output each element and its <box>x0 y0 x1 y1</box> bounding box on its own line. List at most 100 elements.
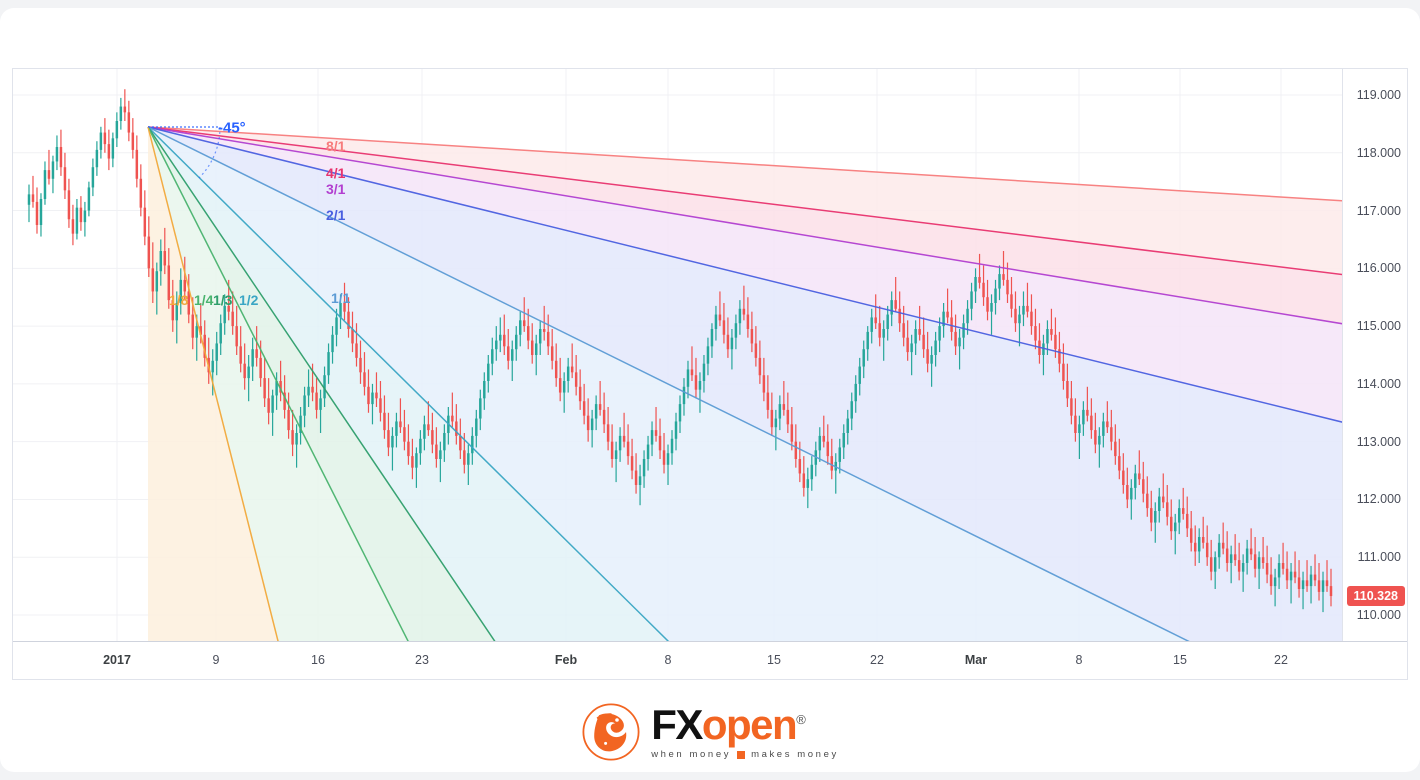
candle-body <box>634 470 638 485</box>
candle-body <box>247 366 250 379</box>
tagline-left: when money <box>651 749 732 760</box>
candle-body <box>347 311 350 329</box>
candle-body <box>882 329 885 338</box>
candle-body <box>614 450 618 459</box>
candle-body <box>199 326 202 335</box>
candle-body <box>507 346 510 361</box>
candle-body <box>878 323 881 338</box>
gann-ray-2-1[interactable] <box>147 126 1342 471</box>
candle-body <box>798 459 802 474</box>
price-tick-label: 112.000 <box>1356 492 1401 507</box>
candle-body <box>842 433 845 448</box>
candle-body <box>930 355 933 364</box>
candle-body <box>1305 580 1309 587</box>
gann-fan-rays <box>147 126 1342 641</box>
candle-body <box>1174 522 1177 532</box>
gann-fan-wedge <box>148 127 1342 641</box>
candle-body <box>395 421 398 436</box>
gann-ray-3-1[interactable] <box>147 126 1342 357</box>
candle-body <box>215 343 218 361</box>
candle-body <box>279 381 282 393</box>
candle-body <box>291 430 294 445</box>
time-tick-label: 9 <box>212 653 220 667</box>
time-tick-label: 22 <box>870 653 884 667</box>
candle-body <box>75 207 79 234</box>
candle-body <box>1253 554 1257 569</box>
candle-body <box>1078 424 1081 433</box>
candle-body <box>1197 537 1201 552</box>
candle-body <box>1329 586 1333 597</box>
candle-body <box>894 300 897 309</box>
candle-body <box>646 444 650 459</box>
current-price-badge[interactable]: 110.328 <box>1346 586 1405 607</box>
gann-ray-4-1[interactable] <box>147 126 1342 299</box>
gann-ray-8-1[interactable] <box>147 126 1342 213</box>
candle-body <box>1026 305 1029 312</box>
candle-body <box>970 291 973 309</box>
candle-body <box>994 288 997 303</box>
candle-body <box>638 476 642 485</box>
candle-body <box>1122 470 1125 485</box>
gann-ray-1-8[interactable] <box>147 126 329 641</box>
candle-body <box>523 320 526 327</box>
time-tick-label: 22 <box>1274 653 1288 667</box>
candle-body <box>774 418 778 428</box>
candle-body <box>558 378 562 393</box>
candle-body <box>1030 311 1033 327</box>
price-tick-label: 115.000 <box>1356 319 1401 334</box>
candle-body <box>231 311 234 327</box>
candle-body <box>503 334 506 347</box>
plot-area[interactable]: 8/1 4/1 3/1 2/1 1/1 1/2 1/3 1/4 1/8 -45° <box>13 69 1342 641</box>
candle-body <box>838 447 841 462</box>
fan-label-8-1: 8/1 <box>326 138 346 154</box>
time-tick-label: 15 <box>1173 653 1187 667</box>
angle-label: -45° <box>218 119 246 137</box>
candle-body <box>690 369 694 376</box>
price-chart[interactable]: 8/1 4/1 3/1 2/1 1/1 1/2 1/3 1/4 1/8 -45° 119.000 1… <box>12 68 1408 680</box>
candle-body <box>451 415 454 422</box>
candle-body <box>698 381 702 390</box>
candle-body <box>471 435 474 454</box>
candle-body <box>1325 580 1329 587</box>
candle-body <box>766 392 770 410</box>
candle-body <box>730 337 734 350</box>
candle-body <box>726 334 730 350</box>
candle-body <box>542 329 546 332</box>
candle-body <box>155 271 159 292</box>
candle-body <box>1110 427 1113 442</box>
candle-body <box>151 268 155 292</box>
candle-body <box>31 194 35 202</box>
candle-body <box>574 372 578 387</box>
candle-body <box>1050 329 1053 335</box>
candle-body <box>387 430 390 448</box>
candle-body <box>39 199 43 225</box>
candle-body <box>299 415 302 433</box>
tagline-separator-icon <box>737 750 746 759</box>
candle-body <box>782 404 786 410</box>
gann-ray-1-3[interactable] <box>147 126 630 641</box>
candle-body <box>1002 274 1005 280</box>
time-axis[interactable]: 2017 9 16 23 Feb 8 15 22 Mar 8 15 22 <box>13 641 1407 679</box>
time-tick-label: 2017 <box>103 653 131 667</box>
fan-label-4-1: 4/1 <box>326 165 346 181</box>
candle-body <box>1058 349 1061 364</box>
candle-body <box>171 300 175 321</box>
candle-body <box>511 349 514 361</box>
price-tick-label: 113.000 <box>1356 434 1401 449</box>
candle-body <box>63 167 67 191</box>
candle-body <box>858 366 861 384</box>
angle-guide <box>148 126 221 179</box>
price-axis[interactable]: 119.000 118.000 117.000 116.000 115.000 114.0… <box>1342 69 1407 641</box>
angle-arc <box>198 126 221 179</box>
candle-body <box>1010 294 1013 309</box>
gann-ray-1-4[interactable] <box>147 126 509 641</box>
candle-body <box>1142 479 1145 494</box>
candle-body <box>139 178 143 208</box>
candle-body <box>35 201 39 225</box>
candle-body <box>463 450 466 465</box>
candle-body <box>590 418 594 431</box>
candle-body <box>950 317 953 332</box>
gann-ray-1-1[interactable] <box>147 126 1342 641</box>
candle-body <box>519 320 522 335</box>
gann-ray-1-2[interactable] <box>147 126 870 641</box>
